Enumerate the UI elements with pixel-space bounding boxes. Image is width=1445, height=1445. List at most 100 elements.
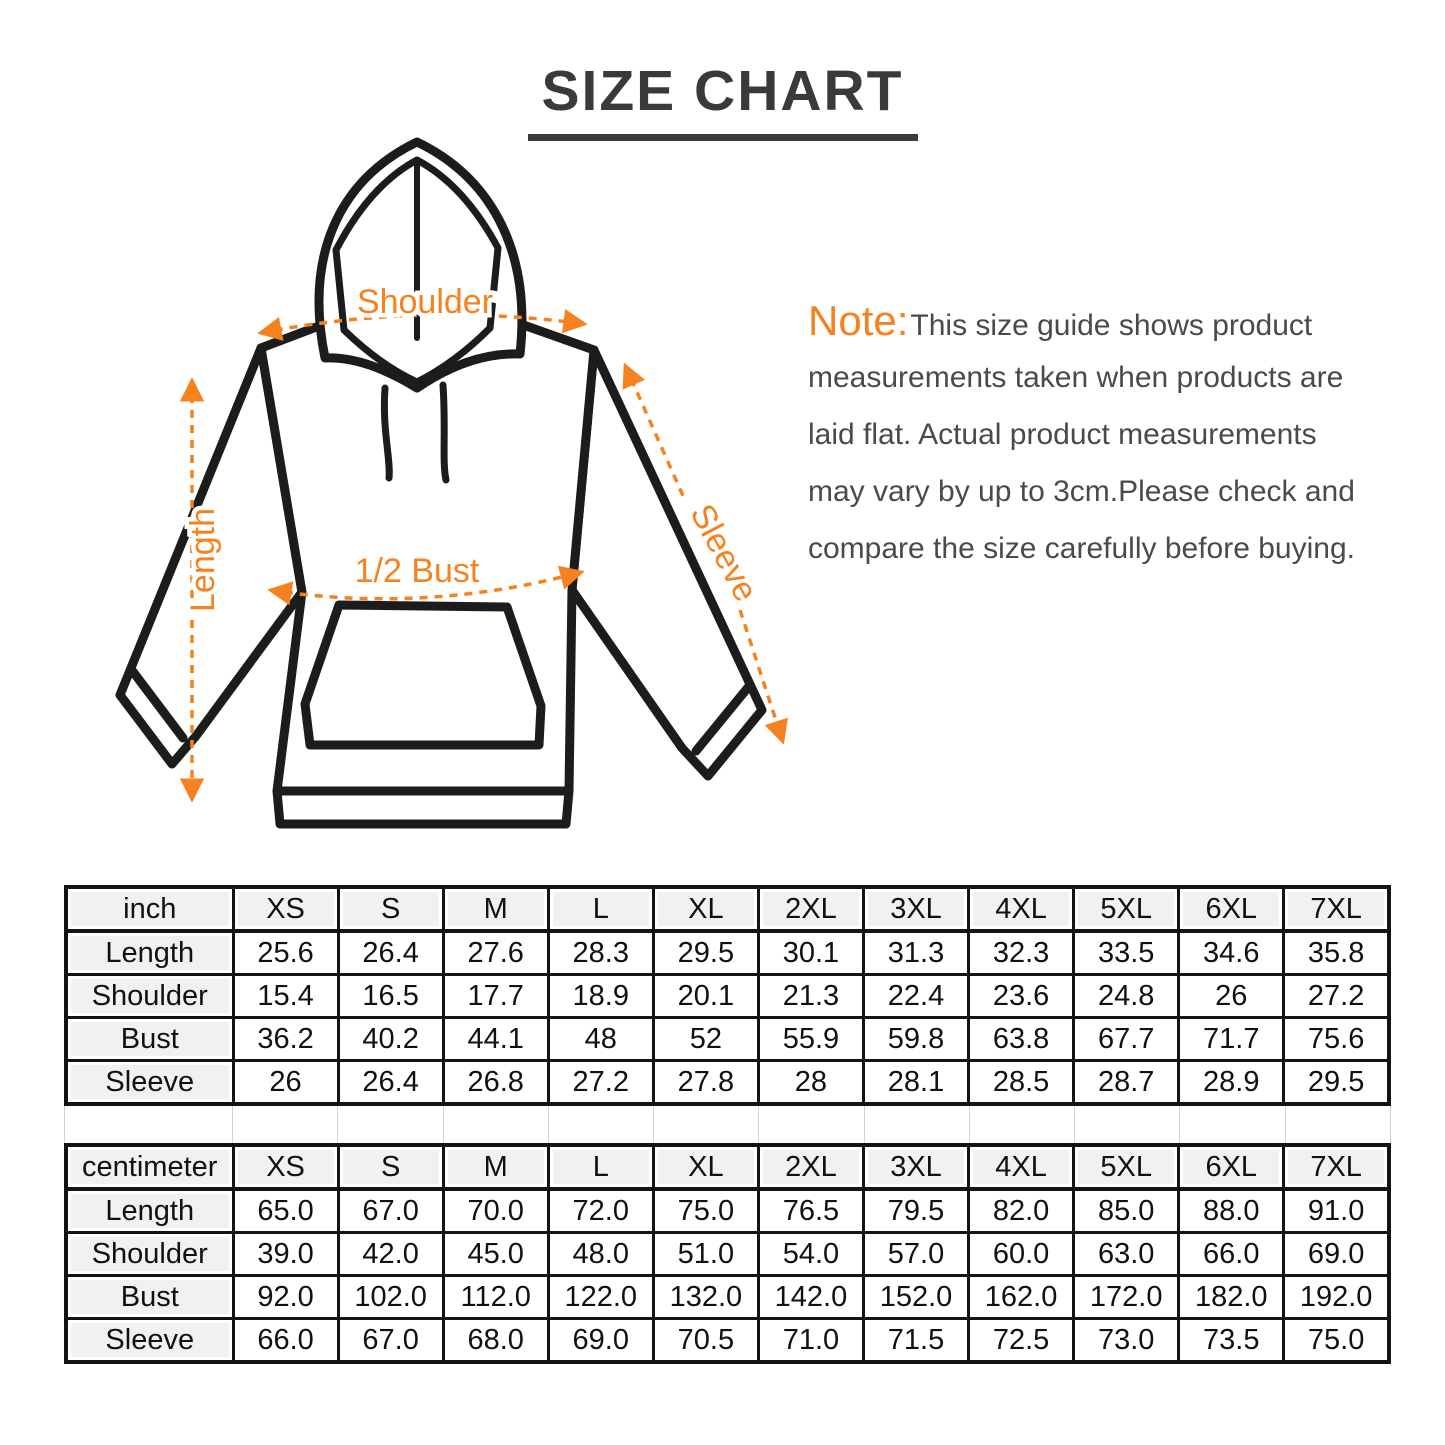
grid-tick — [1286, 1106, 1391, 1143]
note-line: laid flat. Actual product measurements — [808, 418, 1317, 451]
value-cell: 48.0 — [546, 1231, 655, 1277]
table-row: Shoulder 15.4 16.5 17.7 18.9 20.1 21.3 22.4 23.6… — [64, 973, 1391, 1019]
value-cell: 162.0 — [967, 1274, 1076, 1320]
value-cell: 71.0 — [756, 1317, 865, 1364]
value-cell: 59.8 — [861, 1016, 971, 1062]
size-header: XS — [231, 885, 340, 933]
size-header: 3XL — [861, 1143, 971, 1191]
value-cell: 76.5 — [756, 1187, 865, 1234]
size-header: M — [441, 1143, 550, 1191]
bust-label: 1/2 Bust — [355, 552, 480, 590]
value-cell: 182.0 — [1177, 1274, 1286, 1320]
page-title: SIZE CHART — [527, 58, 918, 141]
measure-label: Length — [64, 929, 235, 976]
value-cell: 17.7 — [441, 973, 550, 1019]
value-cell: 192.0 — [1282, 1274, 1391, 1320]
note-label: Note: — [808, 297, 909, 344]
grid-tick — [1075, 1106, 1181, 1143]
value-cell: 73.0 — [1072, 1317, 1181, 1364]
header-row: inch XS S M L XL 2XL 3XL 4XL 5XL 6XL 7XL — [64, 885, 1391, 933]
value-cell: 36.2 — [231, 1016, 340, 1062]
measure-label: Sleeve — [64, 1317, 235, 1364]
size-header: L — [546, 885, 655, 933]
hoodie-outline — [115, 137, 767, 829]
grid-tick — [64, 1106, 233, 1143]
size-header: 4XL — [967, 885, 1076, 933]
header-row: centimeter XS S M L XL 2XL 3XL 4XL 5XL 6XL 7XL — [64, 1143, 1391, 1191]
value-cell: 92.0 — [231, 1274, 340, 1320]
length-label: Length — [184, 508, 222, 612]
measure-label: Shoulder — [64, 1231, 235, 1277]
shoulder-label: Shoulder — [357, 283, 493, 321]
value-cell: 26.8 — [441, 1059, 550, 1106]
value-cell: 70.5 — [651, 1317, 760, 1364]
value-cell: 75.0 — [1282, 1317, 1391, 1364]
value-cell: 21.3 — [756, 973, 865, 1019]
value-cell: 34.6 — [1177, 929, 1286, 976]
size-header: XL — [651, 1143, 760, 1191]
table-gap — [64, 1106, 1391, 1143]
value-cell: 28.3 — [546, 929, 655, 976]
table-row: Sleeve 26 26.4 26.8 27.2 27.8 28 28.1 28.5 28.7 28… — [64, 1059, 1391, 1106]
value-cell: 72.5 — [967, 1317, 1076, 1364]
value-cell: 75.0 — [651, 1187, 760, 1234]
size-header: M — [441, 885, 550, 933]
note-text: This size guide shows product — [910, 309, 1313, 342]
value-cell: 24.8 — [1072, 973, 1181, 1019]
value-cell: 28.5 — [967, 1059, 1076, 1106]
value-cell: 65.0 — [231, 1187, 340, 1234]
value-cell: 102.0 — [336, 1274, 445, 1320]
size-header: XS — [231, 1143, 340, 1191]
value-cell: 28.1 — [861, 1059, 971, 1106]
value-cell: 45.0 — [441, 1231, 550, 1277]
size-header: 2XL — [756, 885, 865, 933]
value-cell: 27.8 — [651, 1059, 760, 1106]
value-cell: 48 — [546, 1016, 655, 1062]
grid-tick — [970, 1106, 1076, 1143]
unit-header: centimeter — [64, 1143, 235, 1191]
value-cell: 55.9 — [756, 1016, 865, 1062]
size-header: 4XL — [967, 1143, 1076, 1191]
size-header: 2XL — [756, 1143, 865, 1191]
bust-arrow — [267, 565, 585, 606]
value-cell: 26.4 — [336, 929, 445, 976]
value-cell: 28.7 — [1072, 1059, 1181, 1106]
size-header: S — [336, 1143, 445, 1191]
value-cell: 27.2 — [546, 1059, 655, 1106]
value-cell: 26.4 — [336, 1059, 445, 1106]
value-cell: 44.1 — [441, 1016, 550, 1062]
table-row: Length 25.6 26.4 27.6 28.3 29.5 30.1 31.3 32.3 33… — [64, 929, 1391, 976]
value-cell: 172.0 — [1072, 1274, 1181, 1320]
note-line: compare the size carefully before buying… — [808, 532, 1355, 565]
value-cell: 67.7 — [1072, 1016, 1181, 1062]
sleeve-arrow-upper — [622, 362, 686, 499]
value-cell: 66.0 — [231, 1317, 340, 1364]
size-table-centimeter: centimeter XS S M L XL 2XL 3XL 4XL 5XL 6XL 7XL Lengt… — [64, 1143, 1391, 1364]
grid-tick — [549, 1106, 655, 1143]
value-cell: 63.0 — [1072, 1231, 1181, 1277]
value-cell: 75.6 — [1282, 1016, 1391, 1062]
value-cell: 70.0 — [441, 1187, 550, 1234]
value-cell: 15.4 — [231, 973, 340, 1019]
value-cell: 122.0 — [546, 1274, 655, 1320]
value-cell: 67.0 — [336, 1317, 445, 1364]
value-cell: 71.7 — [1177, 1016, 1286, 1062]
value-cell: 142.0 — [756, 1274, 865, 1320]
value-cell: 152.0 — [861, 1274, 971, 1320]
value-cell: 35.8 — [1282, 929, 1391, 976]
measure-label: Bust — [64, 1274, 235, 1320]
value-cell: 73.5 — [1177, 1317, 1286, 1364]
grid-tick — [759, 1106, 865, 1143]
value-cell: 52 — [651, 1016, 760, 1062]
value-cell: 51.0 — [651, 1231, 760, 1277]
size-header: 5XL — [1072, 885, 1181, 933]
value-cell: 72.0 — [546, 1187, 655, 1234]
value-cell: 42.0 — [336, 1231, 445, 1277]
table-row: Sleeve 66.0 67.0 68.0 69.0 70.5 71.0 71.5 72.5 73… — [64, 1317, 1391, 1364]
value-cell: 26 — [231, 1059, 340, 1106]
grid-tick — [1180, 1106, 1286, 1143]
size-header: L — [546, 1143, 655, 1191]
size-header: 5XL — [1072, 1143, 1181, 1191]
value-cell: 33.5 — [1072, 929, 1181, 976]
value-cell: 79.5 — [861, 1187, 971, 1234]
